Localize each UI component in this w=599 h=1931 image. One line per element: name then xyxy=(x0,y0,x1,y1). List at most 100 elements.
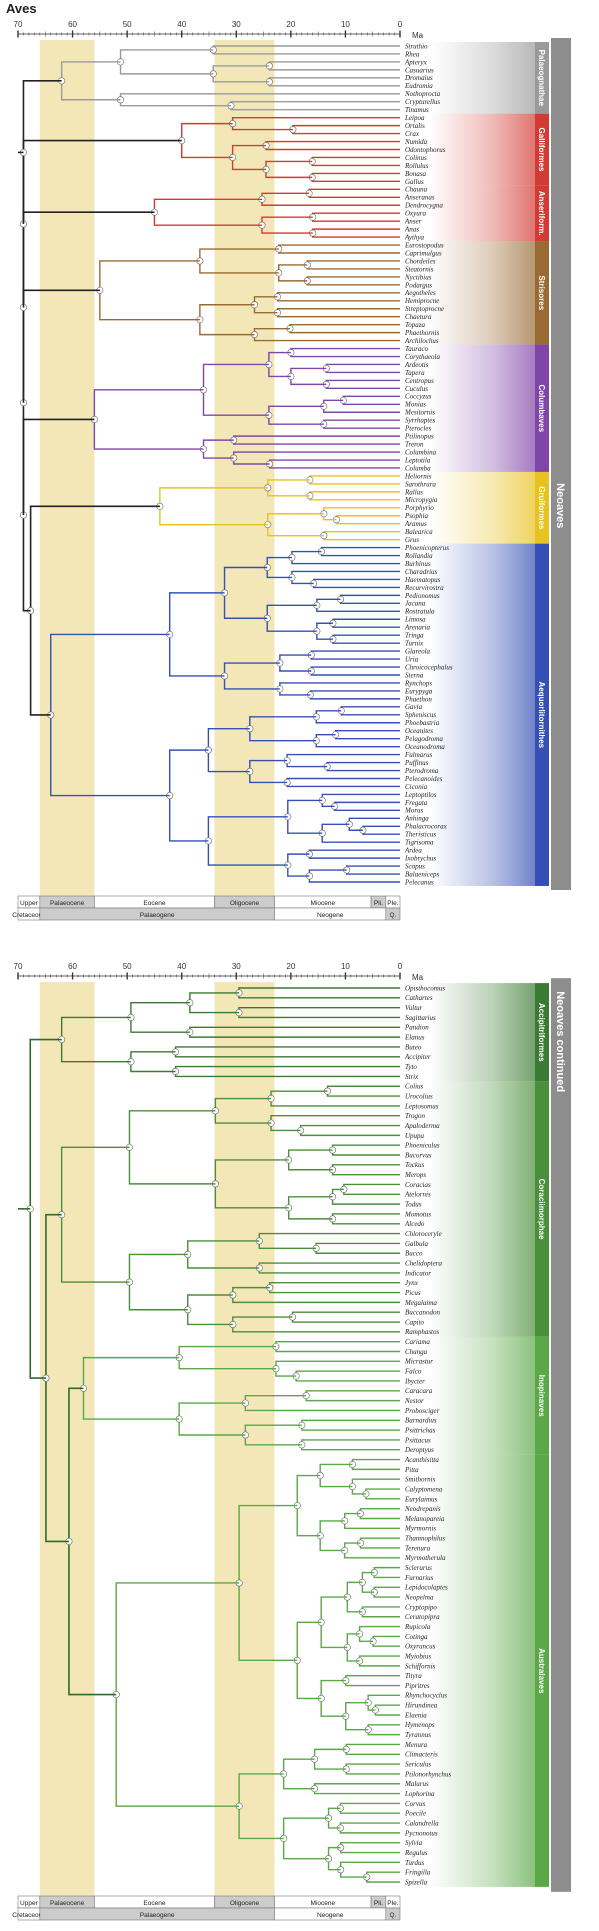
figure-title: Aves xyxy=(6,1,37,16)
axis-tick-label: 10 xyxy=(341,20,350,29)
branch xyxy=(291,550,400,565)
taxon-label: Dendrocygna xyxy=(404,202,443,210)
taxon-label: Columbina xyxy=(405,448,437,456)
branch xyxy=(315,734,400,748)
taxon-label: Ptilonorhynchus xyxy=(404,1770,451,1778)
taxon-label: Menura xyxy=(404,1741,428,1749)
group-bar xyxy=(535,983,549,1082)
taxon-label: Leipoa xyxy=(404,114,425,122)
branch xyxy=(308,869,400,883)
branch xyxy=(323,399,400,413)
taxon-label: Probosciger xyxy=(404,1407,440,1415)
branch xyxy=(310,650,400,660)
branch xyxy=(335,515,400,525)
branch xyxy=(169,749,209,842)
taxon-label: Steatornis xyxy=(405,265,434,273)
taxon-label: Porphyrio xyxy=(404,504,434,512)
taxon-label: Galbula xyxy=(405,1240,428,1248)
branch xyxy=(270,1090,400,1107)
epoch-label: Miocene xyxy=(310,900,335,907)
taxon-label: Chauna xyxy=(405,186,428,194)
group-bar xyxy=(535,185,549,242)
group-label: Gruiformes xyxy=(537,486,546,530)
taxon-label: Cuculus xyxy=(405,385,428,393)
branch xyxy=(323,530,400,541)
taxon-label: Anas xyxy=(404,226,419,234)
branch xyxy=(319,1463,353,1488)
period-label: Q. xyxy=(389,1912,396,1919)
taxon-label: Aegotheles xyxy=(404,289,436,297)
axis-tick-label: 20 xyxy=(286,962,295,971)
taxon-label: Indicator xyxy=(404,1269,431,1277)
taxon-label: Pelecanoides xyxy=(404,775,443,783)
branch xyxy=(345,1743,400,1755)
taxon-label: Phoebastria xyxy=(404,719,440,727)
branch xyxy=(373,1586,400,1598)
taxon-label: Lepidocolaptes xyxy=(404,1584,448,1592)
branch xyxy=(366,1871,400,1883)
period-cell xyxy=(385,1907,401,1921)
taxon-label: Turdus xyxy=(405,1859,424,1867)
taxon-label: Crax xyxy=(405,130,420,138)
group-label: Coraciimorphae xyxy=(537,1179,546,1240)
taxon-label: Pelagodroma xyxy=(404,735,443,743)
axis-tick-label: 40 xyxy=(177,20,186,29)
branch xyxy=(312,228,400,238)
group-shade xyxy=(430,471,535,544)
taxon-label: Opisthocomus xyxy=(405,984,445,992)
axis-tick-label: 50 xyxy=(123,20,132,29)
branch xyxy=(265,140,400,151)
taxon-label: Dromaius xyxy=(404,74,433,82)
taxon-label: Ardeotis xyxy=(404,361,429,369)
taxon-label: Rynchops xyxy=(404,679,432,687)
branch xyxy=(128,1253,188,1311)
branch xyxy=(332,618,400,628)
branch xyxy=(287,1196,333,1220)
taxon-label: Scopus xyxy=(405,862,425,870)
taxon-label: Poecile xyxy=(404,1810,426,1818)
branch xyxy=(292,124,400,135)
taxon-label: Sagittarius xyxy=(405,1014,436,1022)
taxon-label: Trogon xyxy=(405,1112,425,1120)
palaeocene-band xyxy=(39,982,95,1898)
branch xyxy=(359,1507,400,1520)
branch xyxy=(311,172,400,183)
axis-tick-label: 30 xyxy=(232,20,241,29)
axis-tick-label: 0 xyxy=(398,962,403,971)
taxon-label: Chunga xyxy=(405,1348,428,1356)
group-label: Australaves xyxy=(537,1648,546,1694)
taxon-label: Puffinus xyxy=(404,759,429,767)
branch xyxy=(342,395,400,405)
taxon-label: Coccyzus xyxy=(405,393,432,401)
group-shade xyxy=(430,241,535,345)
branch xyxy=(119,49,214,75)
period-label: Cretaceous xyxy=(12,912,46,919)
taxon-label: Tringa xyxy=(405,632,424,640)
group-bar xyxy=(535,1454,549,1887)
axis-tick-label: 70 xyxy=(14,962,23,971)
taxon-label: Fulmarus xyxy=(404,751,433,759)
taxon-label: Sterna xyxy=(405,671,424,679)
group-bar xyxy=(535,42,549,114)
taxon-label: Chroicocephalus xyxy=(405,663,453,671)
taxon-label: Nothoprocta xyxy=(404,90,441,98)
taxon-label: Tockus xyxy=(405,1161,424,1169)
branch xyxy=(282,1758,315,1790)
taxon-label: Tyrannus xyxy=(405,1731,431,1739)
period-label: Cretaceous xyxy=(12,1912,46,1919)
branch xyxy=(287,1149,333,1171)
taxon-label: Capito xyxy=(405,1318,425,1326)
taxon-label: Falco xyxy=(404,1368,422,1376)
taxon-label: Furnarius xyxy=(404,1574,434,1582)
taxon-label: Fringilla xyxy=(404,1869,431,1877)
group-label: Anseriform. xyxy=(537,191,546,236)
taxon-label: Oxyura xyxy=(405,210,426,218)
branch xyxy=(372,1635,400,1647)
branch xyxy=(286,777,400,788)
taxon-label: Apaloderma xyxy=(404,1122,440,1130)
taxon-label: Myrmotherula xyxy=(404,1554,446,1562)
branch xyxy=(359,1537,400,1549)
taxon-label: Gallus xyxy=(405,178,424,186)
taxon-label: Eudromia xyxy=(404,82,433,90)
branch xyxy=(334,730,400,740)
